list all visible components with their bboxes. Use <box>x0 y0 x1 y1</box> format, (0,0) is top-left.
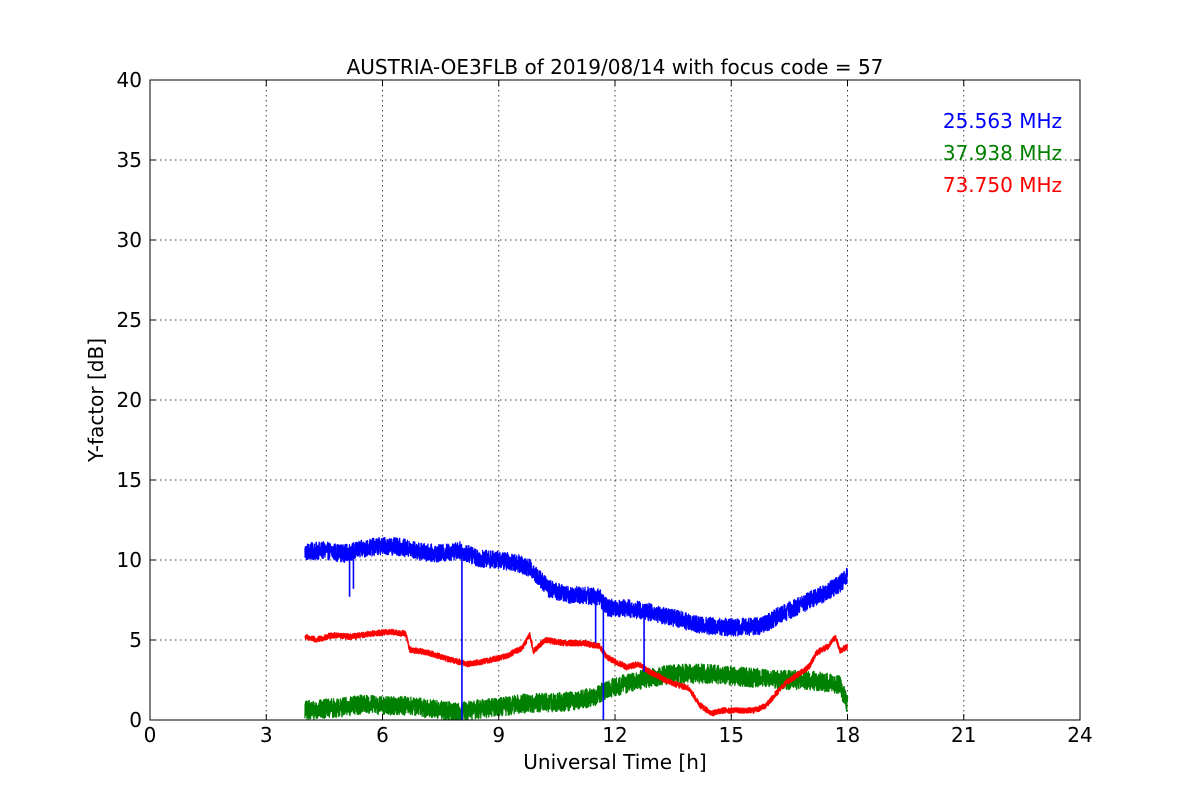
x-tick-label: 18 <box>835 723 860 747</box>
y-tick-label: 0 <box>129 708 142 732</box>
y-tick-label: 30 <box>117 228 142 252</box>
y-axis-title: Y-factor [dB] <box>84 338 108 463</box>
grid <box>150 80 1080 720</box>
series-line-1 <box>304 663 849 721</box>
x-tick-label: 3 <box>260 723 273 747</box>
y-tick-label: 10 <box>117 548 142 572</box>
legend-entry: 25.563 MHz <box>943 109 1062 133</box>
y-tick-label: 40 <box>117 68 142 92</box>
x-tick-label: 21 <box>951 723 976 747</box>
axis-ticks <box>149 79 1081 721</box>
y-tick-label: 15 <box>117 468 142 492</box>
x-tick-label: 15 <box>719 723 744 747</box>
x-tick-label: 12 <box>602 723 627 747</box>
x-tick-label: 0 <box>144 723 157 747</box>
chart-title: AUSTRIA-OE3FLB of 2019/08/14 with focus … <box>347 55 884 79</box>
x-tick-label: 24 <box>1067 723 1092 747</box>
legend-entry: 73.750 MHz <box>943 173 1062 197</box>
series-line-0 <box>304 536 849 637</box>
tick-labels: 0 3 6 9 12 15 18 21 24 0 5 10 15 20 25 30 35 40 <box>117 68 1093 747</box>
plot-series <box>304 536 849 721</box>
y-tick-label: 25 <box>117 308 142 332</box>
legend: 25.563 MHz 37.938 MHz 73.750 MHz <box>943 109 1062 197</box>
x-tick-label: 6 <box>376 723 389 747</box>
y-tick-label: 35 <box>117 148 142 172</box>
series-line-2 <box>304 628 849 717</box>
x-axis-title: Universal Time [h] <box>523 750 706 774</box>
y-tick-label: 5 <box>129 628 142 652</box>
y-tick-label: 20 <box>117 388 142 412</box>
x-tick-label: 9 <box>492 723 505 747</box>
legend-entry: 37.938 MHz <box>943 141 1062 165</box>
